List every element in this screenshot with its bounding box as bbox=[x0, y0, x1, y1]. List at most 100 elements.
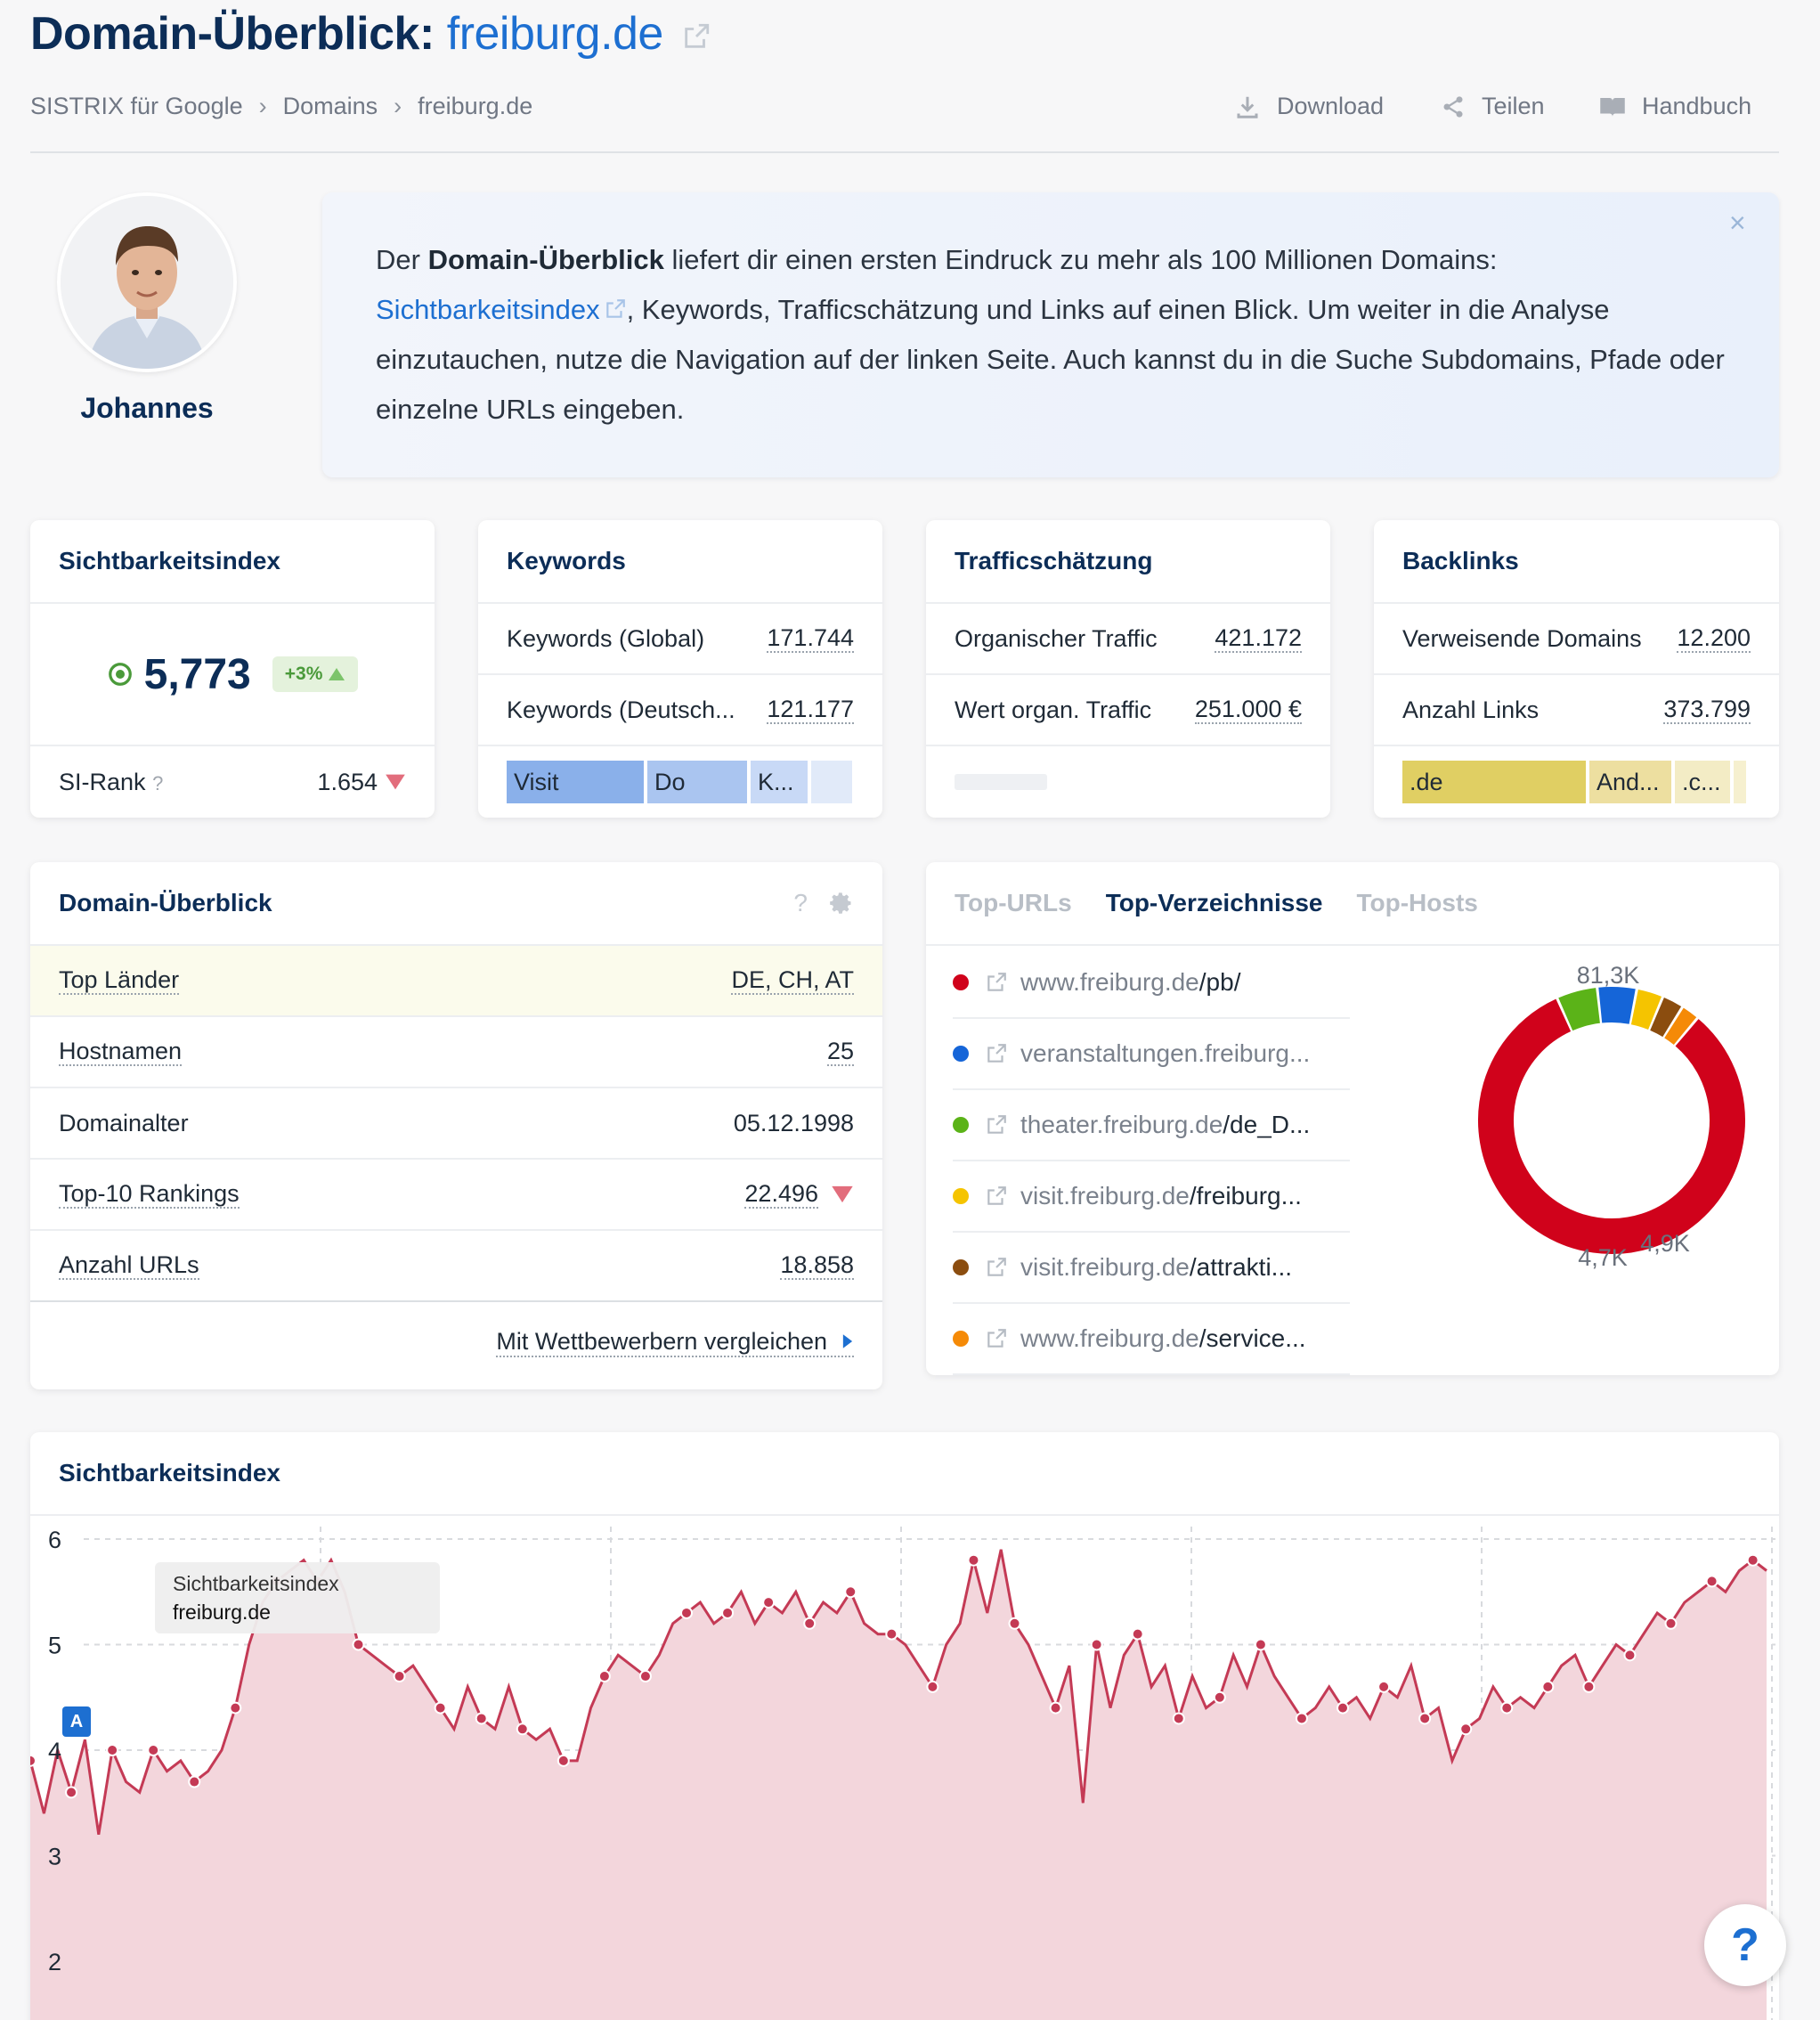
help-button[interactable]: ? bbox=[1704, 1904, 1786, 1986]
manual-button[interactable]: Handbuch bbox=[1599, 93, 1751, 120]
external-link-icon[interactable] bbox=[985, 1327, 1008, 1350]
kv-label[interactable]: Anzahl URLs bbox=[59, 1251, 199, 1280]
donut-slice[interactable] bbox=[1664, 1007, 1697, 1046]
data-point[interactable] bbox=[65, 1786, 78, 1799]
data-point[interactable] bbox=[638, 1670, 652, 1683]
data-point[interactable] bbox=[1008, 1617, 1021, 1630]
data-point[interactable] bbox=[1254, 1638, 1267, 1651]
data-point[interactable] bbox=[229, 1701, 242, 1715]
segment[interactable]: .de bbox=[1402, 761, 1586, 803]
kv-label[interactable]: Hostnamen bbox=[59, 1038, 183, 1066]
external-link-icon[interactable] bbox=[681, 10, 711, 63]
data-point[interactable] bbox=[680, 1606, 694, 1619]
donut-slice[interactable] bbox=[1649, 998, 1682, 1038]
data-point[interactable] bbox=[803, 1617, 817, 1630]
external-link-icon[interactable] bbox=[985, 1185, 1008, 1208]
tab-top-urls[interactable]: Top-URLs bbox=[955, 889, 1072, 916]
data-point[interactable] bbox=[1213, 1690, 1226, 1704]
external-link-icon[interactable] bbox=[985, 1113, 1008, 1136]
external-link-icon[interactable] bbox=[985, 1042, 1008, 1065]
data-point[interactable] bbox=[188, 1775, 201, 1788]
breadcrumb-item[interactable]: Domains bbox=[282, 93, 378, 119]
data-point[interactable] bbox=[1131, 1627, 1144, 1641]
directory-row[interactable]: visit.freiburg.de/attrakti... bbox=[953, 1233, 1350, 1304]
page-title-domain[interactable]: freiburg.de bbox=[446, 8, 664, 60]
data-point[interactable] bbox=[1418, 1712, 1432, 1725]
si-line-chart[interactable]: 6 5 4 3 2 bbox=[30, 1518, 1779, 2020]
data-point[interactable] bbox=[1705, 1575, 1718, 1588]
donut-slice[interactable] bbox=[1558, 988, 1601, 1031]
data-point[interactable] bbox=[721, 1606, 735, 1619]
directory-row[interactable]: theater.freiburg.de/de_D... bbox=[953, 1090, 1350, 1161]
help-icon[interactable]: ? bbox=[793, 889, 808, 916]
data-point[interactable] bbox=[926, 1680, 939, 1693]
external-link-icon[interactable] bbox=[985, 971, 1008, 994]
data-point[interactable] bbox=[147, 1744, 160, 1756]
data-point[interactable] bbox=[1459, 1723, 1473, 1736]
data-point[interactable] bbox=[1295, 1712, 1308, 1725]
donut-slice[interactable] bbox=[1630, 990, 1662, 1030]
breadcrumb-item[interactable]: freiburg.de bbox=[418, 93, 533, 119]
data-point[interactable] bbox=[1500, 1701, 1514, 1715]
data-point[interactable] bbox=[1746, 1553, 1759, 1567]
data-point[interactable] bbox=[393, 1670, 406, 1683]
kv-value[interactable]: 22.496 bbox=[744, 1180, 818, 1209]
kv-value[interactable]: 12.200 bbox=[1677, 624, 1751, 653]
external-link-icon[interactable] bbox=[985, 1256, 1008, 1279]
kv-value[interactable]: 25 bbox=[826, 1038, 854, 1066]
kv-value[interactable]: 18.858 bbox=[780, 1251, 854, 1280]
data-point[interactable] bbox=[475, 1712, 488, 1725]
kv-value[interactable]: 171.744 bbox=[767, 624, 854, 653]
data-point[interactable] bbox=[1172, 1712, 1185, 1725]
data-point[interactable] bbox=[106, 1744, 119, 1756]
directory-row[interactable]: www.freiburg.de/service... bbox=[953, 1304, 1350, 1375]
share-button[interactable]: Teilen bbox=[1441, 93, 1545, 120]
data-point[interactable] bbox=[352, 1638, 365, 1651]
data-point[interactable] bbox=[1623, 1649, 1637, 1662]
segment[interactable] bbox=[1734, 761, 1746, 803]
data-point[interactable] bbox=[1541, 1680, 1555, 1693]
segment[interactable]: And... bbox=[1589, 761, 1671, 803]
directory-row[interactable]: www.freiburg.de/pb/ bbox=[953, 948, 1350, 1019]
kv-value[interactable]: 251.000 € bbox=[1194, 696, 1302, 724]
donut-slice[interactable] bbox=[1478, 998, 1745, 1254]
data-point[interactable] bbox=[1337, 1701, 1350, 1715]
data-point[interactable] bbox=[434, 1701, 447, 1715]
data-point[interactable] bbox=[30, 1754, 37, 1767]
tab-top-directories[interactable]: Top-Verzeichnisse bbox=[1105, 889, 1323, 916]
data-point[interactable] bbox=[1090, 1638, 1103, 1651]
data-point[interactable] bbox=[762, 1596, 776, 1609]
directory-row[interactable]: veranstaltungen.freiburg... bbox=[953, 1019, 1350, 1090]
data-point[interactable] bbox=[885, 1627, 898, 1641]
tab-top-hosts[interactable]: Top-Hosts bbox=[1356, 889, 1478, 916]
close-icon[interactable]: × bbox=[1729, 207, 1746, 239]
gear-icon[interactable] bbox=[829, 891, 854, 916]
segment[interactable] bbox=[811, 761, 852, 803]
data-point[interactable] bbox=[967, 1553, 980, 1567]
external-link-icon[interactable] bbox=[604, 297, 627, 321]
kv-label[interactable]: Top-10 Rankings bbox=[59, 1180, 240, 1209]
data-point[interactable] bbox=[557, 1754, 570, 1767]
sichtbarkeitsindex-link[interactable]: Sichtbarkeitsindex bbox=[376, 294, 600, 325]
directory-row[interactable]: visit.freiburg.de/freiburg... bbox=[953, 1161, 1350, 1233]
kv-value[interactable]: 421.172 bbox=[1215, 624, 1302, 653]
segment[interactable]: Do bbox=[647, 761, 747, 803]
event-marker[interactable]: A bbox=[62, 1706, 91, 1737]
data-point[interactable] bbox=[1582, 1680, 1596, 1693]
data-point[interactable] bbox=[844, 1585, 857, 1599]
compare-link[interactable]: Mit Wettbewerbern vergleichen bbox=[496, 1327, 854, 1357]
data-point[interactable] bbox=[516, 1723, 529, 1736]
kv-value[interactable]: 373.799 bbox=[1663, 696, 1751, 724]
data-point[interactable] bbox=[597, 1670, 611, 1683]
segment[interactable]: .c... bbox=[1675, 761, 1730, 803]
data-point[interactable] bbox=[1377, 1680, 1391, 1693]
breadcrumb-item[interactable]: SISTRIX für Google bbox=[30, 93, 243, 119]
donut-slice[interactable] bbox=[1598, 987, 1636, 1024]
segment[interactable]: K... bbox=[751, 761, 808, 803]
download-button[interactable]: Download bbox=[1234, 93, 1384, 120]
kv-value[interactable]: 121.177 bbox=[767, 696, 854, 724]
kv-value[interactable]: DE, CH, AT bbox=[731, 966, 854, 995]
kv-label[interactable]: Top Länder bbox=[59, 966, 180, 995]
data-point[interactable] bbox=[1664, 1617, 1678, 1630]
segment[interactable]: Visit bbox=[507, 761, 644, 803]
